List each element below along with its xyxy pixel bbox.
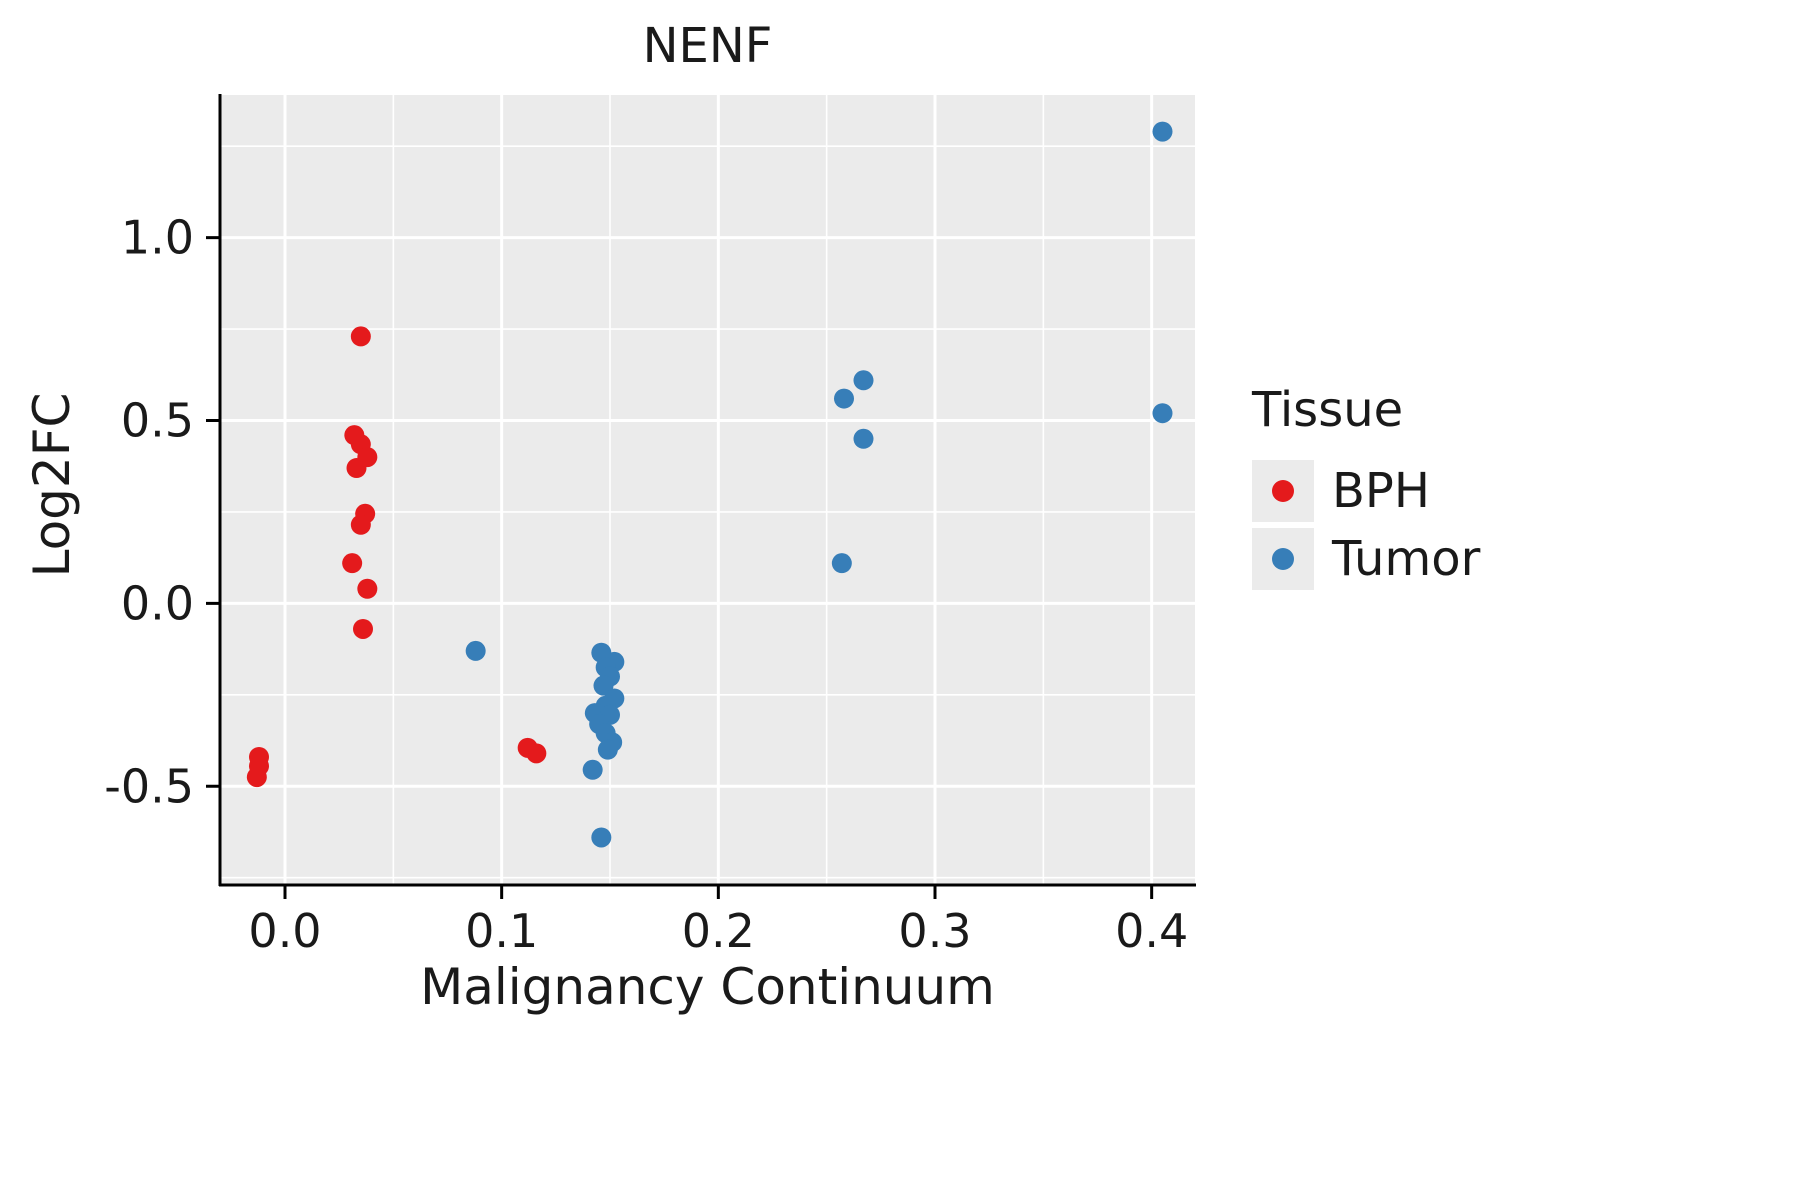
x-axis-label: Malignancy Continuum <box>420 958 995 1016</box>
y-tick-label: 0.0 <box>121 576 194 630</box>
y-tick-label: 0.5 <box>121 394 194 448</box>
legend-title: Tissue <box>1252 382 1404 438</box>
point-tumor <box>582 759 603 780</box>
point-tumor <box>853 370 874 391</box>
plot-panel <box>220 95 1195 885</box>
legend-dot-icon <box>1272 548 1294 570</box>
legend: Tissue BPH Tumor <box>1252 382 1480 596</box>
x-tick-label: 0.0 <box>248 904 321 958</box>
legend-label: BPH <box>1332 463 1430 519</box>
point-tumor <box>1152 403 1173 424</box>
point-bph <box>353 618 373 639</box>
point-tumor <box>465 640 486 661</box>
point-bph <box>246 767 267 788</box>
legend-key <box>1252 528 1314 590</box>
point-bph <box>350 326 371 347</box>
legend-items: BPH Tumor <box>1252 460 1480 590</box>
legend-item-tumor: Tumor <box>1252 528 1480 590</box>
legend-item-bph: BPH <box>1252 460 1480 522</box>
point-tumor <box>853 428 874 449</box>
point-bph <box>357 447 378 468</box>
point-bph <box>350 514 371 535</box>
point-tumor <box>834 388 854 409</box>
point-bph <box>342 553 363 574</box>
point-bph <box>526 743 547 764</box>
point-bph <box>357 578 378 599</box>
x-tick-label: 0.1 <box>465 904 538 958</box>
x-tick-label: 0.2 <box>682 904 755 958</box>
y-tick-label: -0.5 <box>104 759 194 813</box>
point-tumor <box>597 739 618 760</box>
y-tick-label: 1.0 <box>121 211 194 265</box>
point-tumor <box>831 553 852 574</box>
legend-label: Tumor <box>1332 531 1481 587</box>
point-tumor <box>1152 121 1173 142</box>
point-tumor <box>591 827 612 848</box>
x-tick-label: 0.4 <box>1115 904 1188 958</box>
plot-title: NENF <box>642 18 773 74</box>
x-tick-label: 0.3 <box>898 904 971 958</box>
legend-key <box>1252 460 1314 522</box>
legend-dot-icon <box>1272 480 1294 502</box>
